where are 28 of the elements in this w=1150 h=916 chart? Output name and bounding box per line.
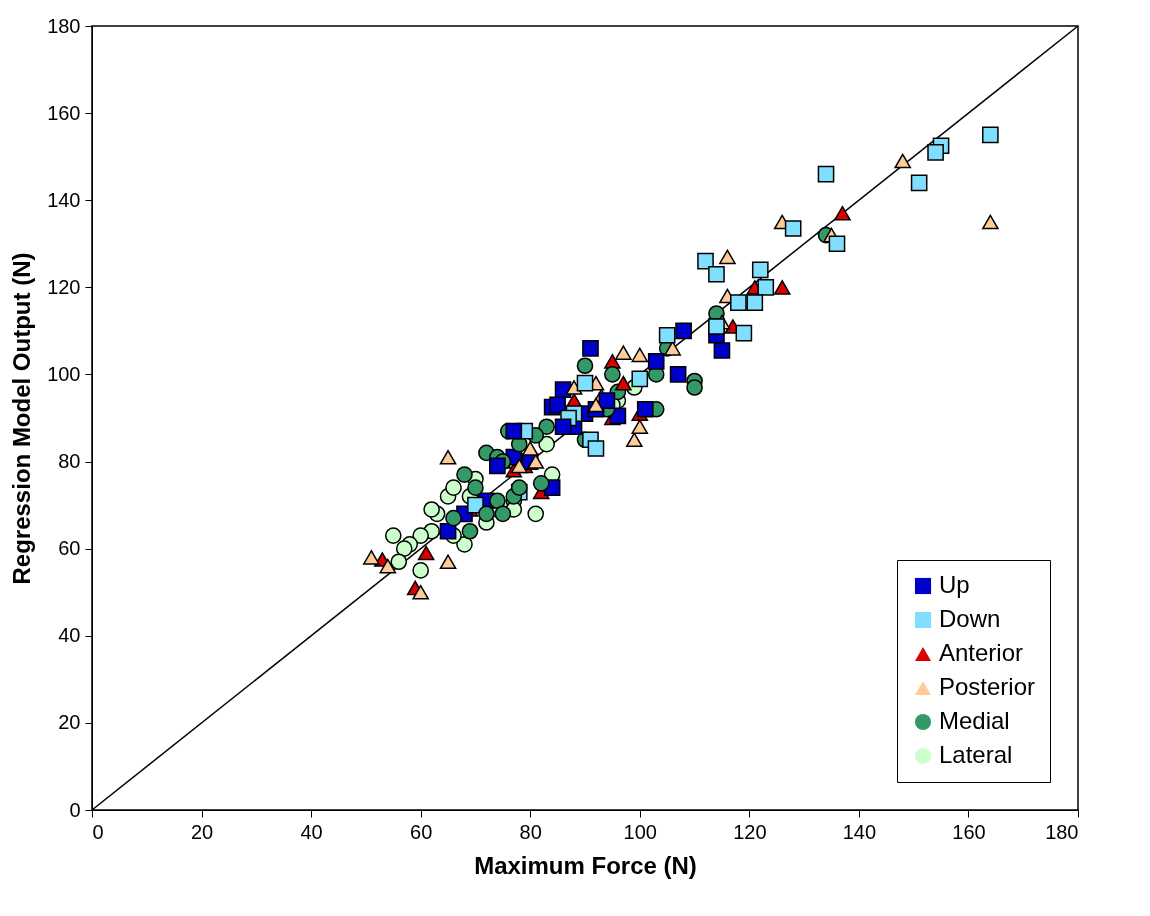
y-tick-label: 100 xyxy=(47,362,81,385)
y-tick-label: 0 xyxy=(69,798,81,821)
legend-label: Medial xyxy=(939,707,1010,734)
x-tick-label: 60 xyxy=(410,820,433,843)
y-axis-title: Regression Model Output (N) xyxy=(8,252,36,585)
legend-label: Posterior xyxy=(939,673,1036,700)
x-tick-label: 100 xyxy=(623,820,657,843)
x-tick-label: 180 xyxy=(1045,820,1079,843)
x-tick-label: 140 xyxy=(842,820,877,843)
legend-label: Down xyxy=(939,605,1001,632)
y-tick-label: 40 xyxy=(58,624,81,647)
y-tick-label: 20 xyxy=(58,711,81,734)
legend-label: Anterior xyxy=(939,639,1024,666)
y-tick-label: 180 xyxy=(47,14,81,37)
legend-label: Lateral xyxy=(939,741,1013,768)
y-tick-label: 120 xyxy=(47,275,81,298)
x-tick-label: 80 xyxy=(519,820,542,843)
y-tick-label: 60 xyxy=(58,537,81,560)
y-tick-label: 160 xyxy=(47,101,81,124)
x-tick-label: 0 xyxy=(92,820,104,843)
x-tick-label: 20 xyxy=(190,820,214,843)
y-tick-label: 140 xyxy=(47,188,81,211)
x-tick-label: 120 xyxy=(733,820,767,843)
x-axis-title: Maximum Force (N) xyxy=(474,851,697,879)
y-tick-label: 80 xyxy=(58,450,81,473)
x-tick-label: 160 xyxy=(952,820,986,843)
legend-label: Up xyxy=(939,571,970,598)
x-tick-label: 40 xyxy=(300,820,323,843)
